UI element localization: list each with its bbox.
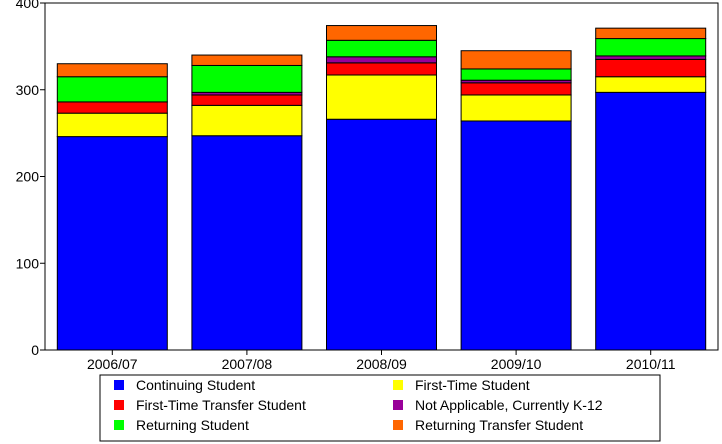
bar-segment (326, 118, 437, 351)
y-tick-label: 300 (16, 82, 40, 98)
bar-segment (460, 50, 572, 70)
bar-segment (326, 39, 437, 58)
y-tick-label: 200 (16, 169, 40, 185)
bar-segment (595, 91, 707, 351)
bar-segment (595, 55, 707, 60)
legend-label: Continuing Student (136, 377, 255, 393)
bar-segment (326, 74, 437, 120)
bar-segment (595, 58, 707, 78)
legend-swatch (393, 420, 403, 430)
legend-swatch (393, 380, 403, 390)
bar-segment (595, 38, 707, 57)
bar-segment (56, 101, 168, 114)
bar-segment (191, 54, 303, 66)
legend-label: Returning Student (136, 417, 249, 433)
legend-swatch (393, 400, 403, 410)
bar-segment (460, 94, 572, 122)
bar-segment (326, 62, 437, 76)
bar-segment (191, 94, 303, 106)
legend-label: First-Time Student (415, 377, 530, 393)
y-tick-label: 0 (31, 342, 39, 358)
legend: Continuing Student First-Time Student Firs… (99, 374, 661, 442)
bar-segment (56, 76, 168, 103)
legend-swatch (114, 420, 124, 430)
y-tick-label: 400 (16, 0, 40, 11)
bar-segment (56, 63, 168, 78)
legend-swatch (114, 400, 124, 410)
bar-segment (191, 104, 303, 137)
bar-segment (460, 68, 572, 81)
legend-label: Not Applicable, Currently K-12 (415, 397, 603, 413)
legend-swatch (114, 380, 124, 390)
plot-area: 0 100 200 300 400 2006/07 2007/08 2008/09 2009/1… (16, 0, 719, 372)
legend-box (99, 374, 661, 442)
bar-segment (460, 82, 572, 96)
bar-segment (460, 120, 572, 351)
x-tick-label: 2006/07 (87, 356, 138, 372)
bar-segment (326, 25, 437, 41)
bar-segment (56, 112, 168, 138)
x-tick-label: 2007/08 (222, 356, 273, 372)
bar-segment (191, 64, 303, 93)
bar-segment (191, 135, 303, 351)
bar-segment (56, 136, 168, 351)
x-tick-label: 2009/10 (491, 356, 542, 372)
legend-label: First-Time Transfer Student (136, 397, 306, 413)
y-tick-label: 100 (16, 255, 40, 271)
bar-segment (595, 27, 707, 40)
bar-segment (595, 76, 707, 93)
x-tick-label: 2008/09 (356, 356, 407, 372)
bar-segment (326, 56, 437, 64)
x-tick-label: 2010/11 (626, 356, 676, 372)
legend-label: Returning Transfer Student (415, 417, 583, 433)
